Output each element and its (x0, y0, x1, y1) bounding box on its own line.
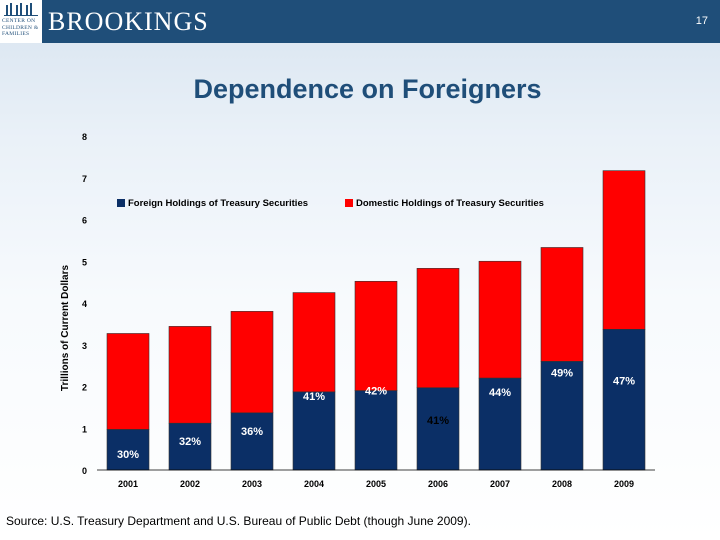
bar-percent-label: 41% (303, 391, 325, 403)
legend-swatch-foreign (117, 199, 125, 207)
x-tick-label: 2009 (614, 479, 634, 489)
y-tick-label: 6 (82, 216, 87, 226)
bar-domestic-2006 (416, 268, 460, 389)
bar-foreign-2008 (540, 361, 584, 471)
bar-foreign-2001 (106, 429, 150, 471)
slide-title: Dependence on Foreigners (193, 74, 542, 104)
bar-foreign-2003 (230, 412, 274, 471)
x-tick-label: 2001 (118, 479, 138, 489)
bar-percent-label: 47% (613, 375, 635, 387)
y-tick-label: 5 (82, 257, 87, 267)
y-tick-label: 0 (82, 466, 87, 476)
bar-foreign-2005 (354, 390, 398, 471)
bar-domestic-2008 (540, 247, 584, 362)
logo-text: CENTER ON CHILDREN & FAMILIES (2, 18, 39, 37)
bar-percent-label: 41% (427, 415, 449, 427)
bar-foreign-2009 (602, 329, 646, 471)
y-tick-label: 2 (82, 383, 87, 393)
bar-domestic-2002 (168, 326, 212, 424)
bar-percent-label: 32% (179, 436, 201, 448)
bar-domestic-2007 (478, 260, 522, 379)
bar-percent-label: 36% (241, 426, 263, 438)
bar-domestic-2009 (602, 170, 646, 330)
y-tick-label: 4 (82, 299, 87, 309)
legend-label-domestic: Domestic Holdings of Treasury Securities (356, 198, 544, 209)
bar-percent-label: 49% (551, 367, 573, 379)
bar-foreign-2006 (416, 387, 460, 471)
x-tick-label: 2003 (242, 479, 262, 489)
y-axis-label: Trillions of Current Dollars (60, 265, 71, 392)
legend-swatch-domestic (345, 199, 353, 207)
logo-figures-icon (4, 3, 38, 16)
legend-label-foreign: Foreign Holdings of Treasury Securities (128, 198, 308, 209)
page-number: 17 (695, 15, 708, 27)
brookings-logo: CENTER ON CHILDREN & FAMILIES (0, 0, 42, 43)
bar-domestic-2005 (354, 280, 398, 391)
bar-foreign-2004 (292, 391, 336, 471)
x-tick-label: 2007 (490, 479, 510, 489)
x-tick-label: 2005 (366, 479, 386, 489)
x-tick-label: 2008 (552, 479, 572, 489)
bar-domestic-2001 (106, 333, 150, 430)
y-tick-label: 3 (82, 341, 87, 351)
source-note: Source: U.S. Treasury Department and U.S… (6, 514, 471, 528)
x-tick-label: 2006 (428, 479, 448, 489)
brand-name: BROOKINGS (48, 7, 209, 36)
header-bar: CENTER ON CHILDREN & FAMILIES BROOKINGS … (0, 0, 720, 43)
bar-percent-label: 30% (117, 449, 139, 461)
y-tick-label: 7 (82, 174, 87, 184)
bar-domestic-2004 (292, 292, 336, 393)
bar-foreign-2002 (168, 422, 212, 471)
x-tick-label: 2004 (304, 479, 324, 489)
bar-percent-label: 44% (489, 387, 511, 399)
x-tick-label: 2002 (180, 479, 200, 489)
y-tick-label: 1 (82, 424, 87, 434)
bar-foreign-2007 (478, 377, 522, 471)
bar-percent-label: 42% (365, 386, 387, 398)
stacked-bar-chart: 0 1 2 3 4 5 6 7 8 Trillions of Current Dollars 200… (60, 132, 655, 489)
y-tick-label: 8 (82, 132, 87, 142)
bar-domestic-2003 (230, 311, 274, 414)
